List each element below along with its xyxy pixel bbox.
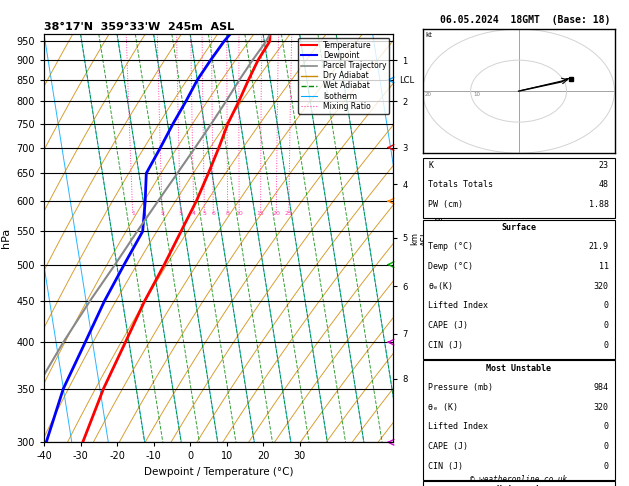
Text: 5: 5 bbox=[203, 211, 206, 216]
Text: 10: 10 bbox=[235, 211, 243, 216]
Text: Mixing Ratio (g/kg): Mixing Ratio (g/kg) bbox=[434, 198, 443, 278]
Text: θₑ (K): θₑ (K) bbox=[428, 402, 459, 412]
Text: PW (cm): PW (cm) bbox=[428, 200, 464, 209]
Text: 0: 0 bbox=[604, 462, 609, 471]
Text: 984: 984 bbox=[594, 383, 609, 392]
Text: CIN (J): CIN (J) bbox=[428, 341, 464, 350]
Text: CAPE (J): CAPE (J) bbox=[428, 442, 469, 451]
Text: 320: 320 bbox=[594, 282, 609, 291]
Text: Lifted Index: Lifted Index bbox=[428, 422, 489, 432]
Text: 23: 23 bbox=[599, 161, 609, 170]
Text: Hodograph: Hodograph bbox=[496, 485, 541, 486]
Text: 2: 2 bbox=[160, 211, 164, 216]
Bar bbox=[423, 481, 615, 486]
Text: Dewp (°C): Dewp (°C) bbox=[428, 262, 474, 271]
Text: CAPE (J): CAPE (J) bbox=[428, 321, 469, 330]
Text: 0: 0 bbox=[604, 341, 609, 350]
Text: Pressure (mb): Pressure (mb) bbox=[428, 383, 493, 392]
Text: 38°17'N  359°33'W  245m  ASL: 38°17'N 359°33'W 245m ASL bbox=[44, 22, 234, 32]
Y-axis label: km
ASL: km ASL bbox=[410, 230, 430, 246]
Text: Totals Totals: Totals Totals bbox=[428, 180, 493, 190]
Text: © weatheronline.co.uk: © weatheronline.co.uk bbox=[470, 475, 567, 484]
Text: K: K bbox=[428, 161, 433, 170]
Text: 15: 15 bbox=[257, 211, 265, 216]
Text: θₑ(K): θₑ(K) bbox=[428, 282, 454, 291]
Bar bbox=[423, 220, 615, 359]
Y-axis label: hPa: hPa bbox=[1, 228, 11, 248]
Bar bbox=[423, 158, 615, 218]
Text: 10: 10 bbox=[473, 92, 480, 97]
Text: 8: 8 bbox=[226, 211, 230, 216]
Text: Most Unstable: Most Unstable bbox=[486, 364, 551, 373]
Text: 0: 0 bbox=[604, 321, 609, 330]
Text: 0: 0 bbox=[604, 301, 609, 311]
Text: 06.05.2024  18GMT  (Base: 18): 06.05.2024 18GMT (Base: 18) bbox=[440, 15, 610, 25]
Text: 25: 25 bbox=[285, 211, 292, 216]
Text: 1: 1 bbox=[131, 211, 135, 216]
Text: 11: 11 bbox=[599, 262, 609, 271]
Text: 20: 20 bbox=[425, 92, 432, 97]
Text: LCL: LCL bbox=[399, 76, 414, 85]
Text: 4: 4 bbox=[192, 211, 196, 216]
Text: 20: 20 bbox=[272, 211, 281, 216]
Text: 48: 48 bbox=[599, 180, 609, 190]
Bar bbox=[423, 361, 615, 480]
Text: 1.88: 1.88 bbox=[589, 200, 609, 209]
Text: 0: 0 bbox=[604, 422, 609, 432]
Text: 0: 0 bbox=[604, 442, 609, 451]
Text: Surface: Surface bbox=[501, 224, 536, 232]
Text: kt: kt bbox=[425, 32, 432, 38]
Legend: Temperature, Dewpoint, Parcel Trajectory, Dry Adiabat, Wet Adiabat, Isotherm, Mi: Temperature, Dewpoint, Parcel Trajectory… bbox=[298, 38, 389, 114]
Text: CIN (J): CIN (J) bbox=[428, 462, 464, 471]
Text: Temp (°C): Temp (°C) bbox=[428, 242, 474, 251]
Text: 320: 320 bbox=[594, 402, 609, 412]
Text: 6: 6 bbox=[211, 211, 215, 216]
Text: 3: 3 bbox=[179, 211, 182, 216]
Text: Lifted Index: Lifted Index bbox=[428, 301, 489, 311]
Text: 21.9: 21.9 bbox=[589, 242, 609, 251]
X-axis label: Dewpoint / Temperature (°C): Dewpoint / Temperature (°C) bbox=[144, 467, 293, 477]
